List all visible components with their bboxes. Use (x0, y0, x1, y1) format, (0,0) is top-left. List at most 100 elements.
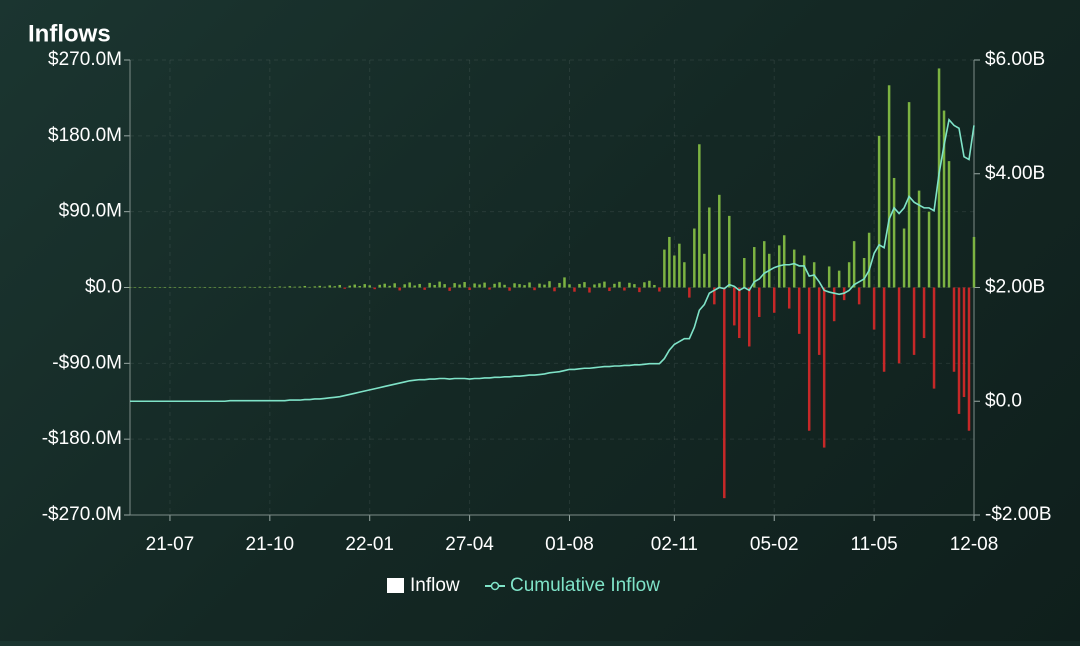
bar (847, 262, 851, 288)
bar (318, 285, 322, 288)
bar (528, 282, 531, 288)
bar (603, 281, 606, 288)
bar (403, 284, 406, 288)
bar (643, 282, 646, 288)
bar (353, 284, 356, 288)
y-tick-label: -$270.0M (42, 504, 122, 525)
bar (807, 287, 811, 431)
bar (563, 277, 566, 288)
bar (373, 287, 376, 290)
bar (228, 286, 232, 288)
bar (763, 241, 766, 288)
bar (448, 287, 451, 291)
bar (887, 85, 891, 288)
bar (623, 287, 626, 291)
bar (303, 285, 307, 288)
legend-label[interactable]: Inflow (410, 575, 460, 596)
bar (508, 287, 511, 291)
y-tick-label: -$90.0M (52, 352, 122, 373)
x-tick-label: 21-10 (246, 534, 295, 555)
bar (633, 284, 636, 288)
bar (348, 285, 351, 288)
bar (523, 285, 526, 288)
bar (468, 287, 471, 291)
bar (153, 287, 157, 288)
bar (703, 253, 706, 288)
bar (817, 287, 821, 355)
bar (872, 287, 876, 330)
bar (453, 283, 456, 288)
bar (128, 287, 132, 288)
bar (208, 287, 212, 288)
bar (797, 287, 801, 334)
bar (368, 285, 371, 288)
bar (787, 287, 791, 309)
bar (398, 287, 401, 291)
x-tick-label: 21-07 (146, 534, 195, 555)
bar (218, 287, 222, 288)
bar (877, 135, 881, 288)
bar (513, 283, 516, 288)
bar (708, 207, 711, 288)
y2-tick-label: $2.00B (985, 277, 1045, 298)
bar (548, 281, 551, 288)
x-tick-label: 05-02 (750, 534, 799, 555)
bar (942, 110, 946, 288)
legend-swatch (490, 581, 500, 591)
bar (503, 284, 506, 288)
y2-tick-label: $6.00B (985, 49, 1045, 70)
bar (723, 287, 726, 499)
bar (243, 286, 247, 288)
bar (193, 287, 197, 288)
bar (568, 284, 571, 288)
bar (972, 236, 976, 288)
bar (882, 287, 886, 372)
bar (533, 287, 536, 291)
bar (613, 283, 616, 288)
y-tick-label: $90.0M (59, 201, 122, 222)
bar (733, 287, 736, 326)
bar (483, 282, 486, 288)
bar (932, 287, 936, 389)
bar (738, 287, 741, 339)
bar (967, 287, 971, 431)
bar (857, 287, 861, 305)
bar (573, 287, 576, 292)
bar (852, 241, 856, 288)
x-tick-label: 02-11 (651, 534, 698, 555)
bar (333, 286, 337, 288)
bar (743, 258, 746, 288)
bar (688, 287, 691, 298)
bar (488, 287, 491, 290)
bar (273, 287, 277, 288)
bar (792, 249, 796, 288)
bar (588, 287, 591, 293)
bar (443, 284, 446, 288)
bar (578, 283, 581, 288)
bar (862, 258, 866, 288)
bar (518, 284, 521, 288)
grid (130, 59, 975, 516)
chart-title: Inflows (28, 20, 111, 47)
bar (383, 283, 386, 288)
legend[interactable]: Inflow Cumulative Inflow (387, 575, 660, 596)
bar (388, 285, 391, 288)
bar (927, 211, 931, 288)
y2-tick-label: -$2.00B (985, 504, 1052, 525)
bar (912, 287, 916, 355)
bar (618, 281, 621, 288)
bar (648, 280, 651, 288)
legend-label[interactable]: Cumulative Inflow (510, 575, 660, 596)
bar (393, 283, 396, 288)
bar (238, 287, 242, 288)
bar (668, 236, 671, 288)
y-tick-label: -$180.0M (42, 428, 122, 449)
bar (782, 235, 786, 288)
bar (493, 283, 496, 288)
bar (917, 190, 921, 288)
bar (458, 284, 461, 288)
cumulative-line (130, 117, 975, 403)
y2-tick-label: $0.0 (985, 390, 1022, 411)
